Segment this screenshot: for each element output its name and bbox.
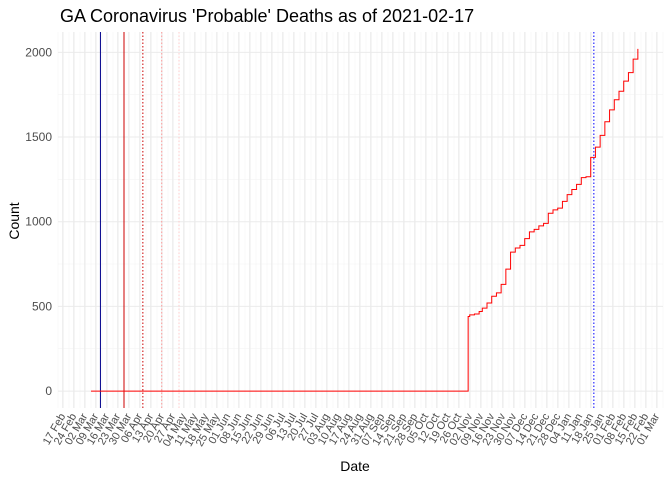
y-tick-label: 2000 — [25, 45, 52, 59]
y-tick-label: 0 — [45, 384, 52, 398]
chart-title: GA Coronavirus 'Probable' Deaths as of 2… — [60, 6, 475, 26]
reference-lines — [99, 32, 595, 408]
series-line — [91, 48, 639, 392]
grid-lines — [57, 32, 664, 408]
series-layer — [91, 48, 639, 392]
y-axis-title: Count — [6, 202, 22, 239]
y-tick-label: 1000 — [25, 215, 52, 229]
y-axis-ticks: 0 500 1000 1500 2000 — [25, 45, 52, 398]
y-tick-label: 500 — [32, 299, 52, 313]
y-tick-label: 1500 — [25, 130, 52, 144]
x-axis-title: Date — [340, 458, 370, 474]
